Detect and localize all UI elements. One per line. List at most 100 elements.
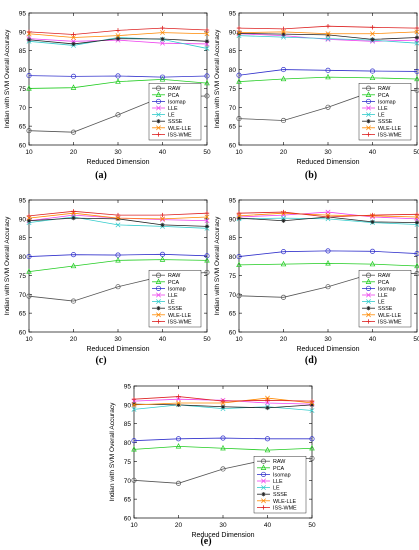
data-point-pca <box>159 256 166 262</box>
data-point-ssse <box>265 405 270 411</box>
y-axis-label: Indian with SVM Overall Accuracy <box>214 216 221 316</box>
data-point-wle-lle <box>325 31 331 37</box>
series-pca <box>236 73 419 84</box>
data-point-pca <box>280 260 287 267</box>
legend-label-pca: PCA <box>168 280 179 286</box>
series-pca <box>236 259 419 269</box>
series-wle-lle <box>236 29 419 37</box>
series-line-pca <box>133 445 313 451</box>
data-point-wle-lle <box>281 29 286 35</box>
series-ssse <box>236 31 419 42</box>
data-point-isomap <box>204 253 210 259</box>
legend-label-lle: LLE <box>273 479 283 485</box>
x-tick-label: 50 <box>413 149 419 156</box>
y-tick-label: 80 <box>124 440 132 447</box>
data-point-iss-wme <box>176 394 181 399</box>
legend-label-ssse: SSSE <box>273 492 288 498</box>
series-iss-wme <box>26 209 210 219</box>
data-point-wle-lle <box>131 402 137 408</box>
data-point-pca <box>175 442 182 449</box>
y-tick-label: 95 <box>19 11 27 18</box>
data-point-raw <box>70 298 77 304</box>
caption-e: (e) <box>200 536 212 547</box>
data-point-iss-wme <box>236 211 242 216</box>
data-point-wle-lle <box>71 35 76 40</box>
legend-label-raw: RAW <box>273 459 286 465</box>
y-tick-label: 90 <box>19 29 27 36</box>
y-tick-label: 85 <box>19 48 27 55</box>
data-point-raw <box>220 466 226 472</box>
data-point-ssse <box>115 216 121 222</box>
legend-label-wle-lle: WLE-LLE <box>273 499 296 505</box>
legend-marker-raw <box>155 272 162 278</box>
legend-label-iss-wme: ISS-WME <box>168 132 192 138</box>
data-point-raw <box>26 128 32 134</box>
y-tick-label: 90 <box>124 402 132 409</box>
y-tick-label: 60 <box>229 143 237 150</box>
data-point-isomap <box>26 254 32 260</box>
legend-label-iss-wme: ISS-WME <box>378 132 402 138</box>
data-point-ssse <box>26 218 32 223</box>
caption-d: (d) <box>304 355 318 366</box>
data-point-iss-wme <box>131 397 137 402</box>
series-line-pca <box>28 259 208 273</box>
data-point-raw <box>131 477 137 483</box>
y-tick-label: 85 <box>229 235 237 242</box>
data-point-raw <box>325 284 331 290</box>
data-point-ssse <box>71 215 76 221</box>
data-point-iss-wme <box>236 25 242 31</box>
data-point-iss-wme <box>281 209 286 215</box>
data-point-iss-wme <box>370 212 375 218</box>
data-point-iss-wme <box>414 25 419 31</box>
data-point-le <box>204 46 210 51</box>
y-tick-label: 65 <box>229 124 237 131</box>
data-point-pca <box>70 84 77 90</box>
data-point-raw <box>204 93 210 99</box>
data-point-le <box>115 222 121 228</box>
x-tick-label: 50 <box>203 336 211 343</box>
legend-marker-lle <box>366 105 371 111</box>
chart-panel-a: 60 65 70 75 80 85 90 95 10 20 30 40 50 Reduced Dimens… <box>0 0 211 167</box>
data-point-raw <box>414 87 419 93</box>
y-tick-label: 75 <box>229 86 237 93</box>
legend-marker-iss-wme <box>156 319 161 324</box>
data-point-ssse <box>204 39 210 44</box>
series-isomap <box>26 73 210 80</box>
series-ssse <box>26 215 210 229</box>
x-tick-label: 30 <box>219 522 227 529</box>
data-point-pca <box>131 445 137 452</box>
legend-marker-isomap <box>155 285 162 291</box>
data-point-pca <box>204 79 210 86</box>
data-point-wle-lle <box>236 213 242 219</box>
x-tick-label: 40 <box>264 522 272 529</box>
y-tick-label: 95 <box>229 11 237 18</box>
series-line-isomap <box>28 253 208 257</box>
data-point-isomap <box>159 74 166 80</box>
series-wle-lle <box>26 210 210 222</box>
x-tick-label: 30 <box>324 149 332 156</box>
data-point-ssse <box>160 36 165 42</box>
legend-label-ssse: SSSE <box>168 119 183 125</box>
data-point-le <box>414 40 419 46</box>
legend-marker-iss-wme <box>366 319 371 324</box>
data-point-raw <box>280 294 287 300</box>
series-line-isomap <box>133 437 312 442</box>
data-point-wle-lle <box>265 395 270 401</box>
legend-marker-ssse <box>261 492 266 497</box>
data-point-le <box>131 406 137 412</box>
data-point-pca <box>325 259 331 266</box>
data-point-iss-wme <box>309 398 315 404</box>
data-point-raw <box>325 104 331 110</box>
legend-label-le: LE <box>378 113 385 119</box>
legend-marker-raw <box>365 85 372 91</box>
chart-panel-c: 60 65 70 75 80 85 90 95 10 20 30 40 50 Reduced Dimens… <box>0 187 211 354</box>
y-tick-label: 70 <box>229 105 237 112</box>
y-tick-label: 75 <box>19 86 27 93</box>
legend-marker-raw <box>365 272 372 278</box>
series-pca <box>26 256 210 274</box>
legend-marker-le <box>366 112 371 118</box>
legend-label-wle-lle: WLE-LLE <box>168 313 191 319</box>
legend-label-raw: RAW <box>168 86 181 92</box>
x-tick-label: 10 <box>25 336 33 343</box>
